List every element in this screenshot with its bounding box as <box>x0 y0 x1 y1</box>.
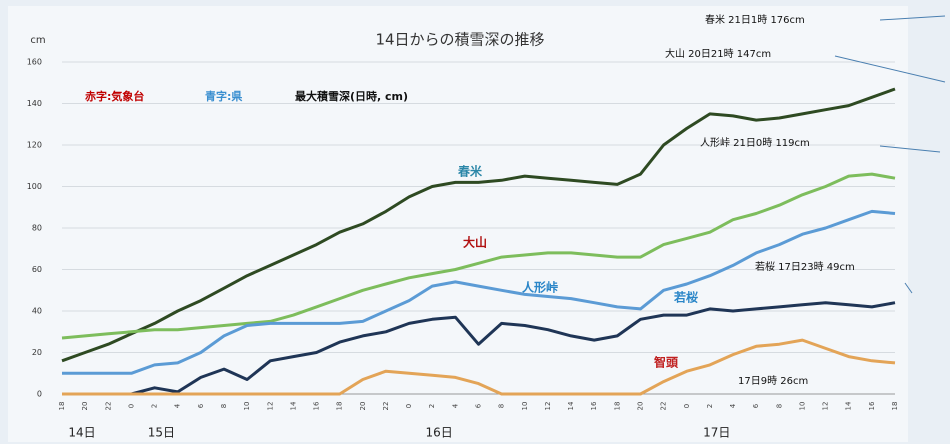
x-tick-label: 0 <box>683 404 691 408</box>
y-tick-label: 20 <box>32 348 42 357</box>
plot-panel <box>8 6 908 442</box>
x-tick-label: 16 <box>313 401 321 410</box>
y-tick-label: 140 <box>27 99 42 108</box>
x-tick-label: 14 <box>289 401 297 410</box>
annotation-arrow <box>904 282 913 294</box>
annotation: 大山 20日21時 147cm <box>665 47 771 60</box>
y-tick-label: 160 <box>27 58 42 67</box>
chart-title: 14日からの積雪深の推移 <box>375 31 544 49</box>
x-tick-label: 14 <box>845 401 853 410</box>
series-label: 大山 <box>463 235 487 250</box>
series-line <box>62 301 896 396</box>
y-axis-label: cm <box>30 35 45 46</box>
x-tick-label: 8 <box>775 404 783 408</box>
x-tick-label: 6 <box>197 403 205 408</box>
x-tick-label: 0 <box>127 404 135 408</box>
y-tick-label: 60 <box>32 265 42 274</box>
x-tick-label: 4 <box>451 403 459 408</box>
x-tick-label: 8 <box>220 404 228 408</box>
x-tick-label: 18 <box>613 402 621 411</box>
x-tick-label: 12 <box>822 402 830 411</box>
x-tick-label: 12 <box>544 402 552 411</box>
annotation: 春米 21日1時 176cm <box>705 13 805 26</box>
x-tick-label: 4 <box>729 403 737 408</box>
annotation-arrow <box>879 145 941 153</box>
day-label: 17日 <box>703 426 730 440</box>
day-label: 16日 <box>425 426 452 440</box>
x-tick-label: 22 <box>104 402 112 411</box>
x-tick-label: 10 <box>521 402 529 411</box>
x-tick-label: 2 <box>428 404 436 408</box>
x-tick-label: 20 <box>359 402 367 411</box>
series-line <box>61 87 896 363</box>
annotation: 若桜 17日23時 49cm <box>755 260 855 273</box>
x-tick-label: 20 <box>81 402 89 411</box>
series-label: 若桜 <box>673 290 698 305</box>
x-tick-label: 2 <box>151 404 159 408</box>
x-tick-label: 18 <box>336 402 344 411</box>
x-tick-label: 6 <box>475 403 483 408</box>
series-label: 人形峠 <box>522 280 558 295</box>
x-tick-label: 22 <box>660 402 668 411</box>
x-tick-label: 22 <box>382 402 390 411</box>
x-tick-label: 14 <box>567 401 575 410</box>
x-tick-label: 8 <box>498 404 506 408</box>
series-line <box>62 338 896 396</box>
y-tick-label: 80 <box>32 224 42 233</box>
day-label: 15日 <box>148 426 175 440</box>
legend-note: 青字:県 <box>205 89 242 103</box>
y-tick-label: 0 <box>37 390 42 399</box>
x-tick-label: 10 <box>798 402 806 411</box>
annotation: 人形峠 21日0時 119cm <box>700 137 810 149</box>
legend-note: 赤字:気象台 <box>85 89 144 103</box>
y-tick-label: 100 <box>27 182 42 191</box>
y-tick-label: 40 <box>32 307 42 316</box>
x-tick-label: 2 <box>706 404 714 408</box>
x-tick-label: 16 <box>590 401 598 410</box>
x-tick-label: 4 <box>174 403 182 408</box>
series-label: 春米 <box>457 164 483 179</box>
series-line <box>62 209 896 375</box>
x-tick-label: 16 <box>868 401 876 410</box>
series-label: 智頭 <box>653 355 679 370</box>
day-label: 14日 <box>68 426 95 440</box>
x-tick-label: 0 <box>405 404 413 408</box>
x-tick-label: 6 <box>752 403 760 408</box>
x-tick-label: 10 <box>243 402 251 411</box>
x-tick-label: 18 <box>58 402 66 411</box>
y-tick-label: 120 <box>27 141 42 150</box>
annotation-arrow <box>879 15 946 21</box>
annotation-arrow <box>834 55 946 83</box>
legend-note: 最大積雪深(日時, cm) <box>295 89 408 103</box>
x-tick-label: 18 <box>891 402 899 411</box>
annotation: 17日9時 26cm <box>738 375 808 387</box>
series-line <box>61 172 896 340</box>
x-tick-label: 12 <box>266 402 274 411</box>
x-tick-label: 20 <box>636 402 644 411</box>
